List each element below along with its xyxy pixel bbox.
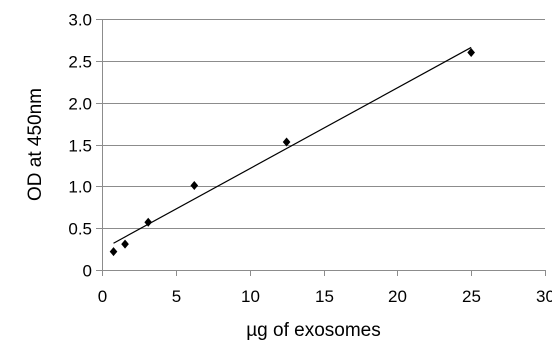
gridlines xyxy=(102,19,545,229)
data-point xyxy=(282,137,291,147)
y-axis-title: OD at 450nm xyxy=(25,88,46,201)
x-tick-label: 30 xyxy=(536,287,552,306)
y-tick-label: 1.5 xyxy=(68,137,92,156)
y-tick-label: 2.5 xyxy=(68,53,92,72)
x-tick-label: 10 xyxy=(241,287,260,306)
x-tick-label: 0 xyxy=(98,287,107,306)
data-point xyxy=(121,239,129,249)
x-tick-label: 25 xyxy=(462,287,481,306)
data-points xyxy=(109,47,475,257)
data-point xyxy=(144,217,153,227)
y-tick-label: 2.0 xyxy=(68,95,92,114)
trendline-group xyxy=(113,46,472,244)
x-tick-label: 15 xyxy=(315,287,334,306)
data-point xyxy=(109,247,118,257)
y-axis-ticks: 0 0.5 1.0 1.5 2.0 2.5 3.0 xyxy=(68,11,102,281)
linear-trendline xyxy=(113,46,472,244)
data-point xyxy=(190,180,199,190)
data-point xyxy=(467,47,475,57)
axes xyxy=(102,19,545,271)
y-tick-label: 0 xyxy=(83,262,92,281)
y-tick-label: 3.0 xyxy=(68,11,92,30)
y-tick-label: 1.0 xyxy=(68,178,92,197)
x-axis-title: µg of exosomes xyxy=(246,320,381,341)
x-axis-ticks: 0 5 10 15 20 25 30 xyxy=(98,270,552,306)
y-tick-label: 0.5 xyxy=(68,220,92,239)
x-tick-label: 20 xyxy=(388,287,407,306)
x-tick-label: 5 xyxy=(172,287,181,306)
